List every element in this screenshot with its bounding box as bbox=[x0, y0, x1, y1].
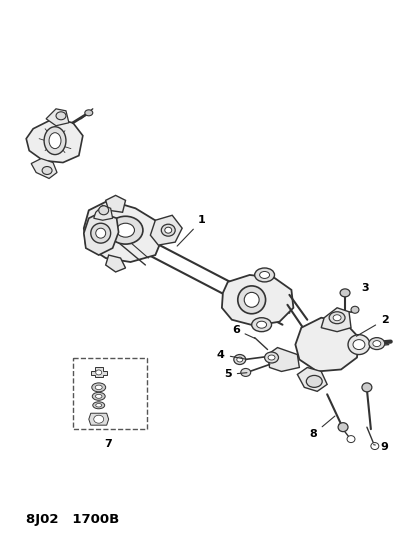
Ellipse shape bbox=[92, 383, 106, 392]
Text: 4: 4 bbox=[216, 350, 245, 360]
Text: 9: 9 bbox=[373, 442, 388, 452]
Text: 8: 8 bbox=[309, 416, 334, 439]
Text: 6: 6 bbox=[231, 325, 254, 338]
Ellipse shape bbox=[95, 385, 102, 390]
Ellipse shape bbox=[328, 312, 344, 324]
Ellipse shape bbox=[95, 394, 102, 398]
Ellipse shape bbox=[251, 318, 271, 332]
Ellipse shape bbox=[240, 368, 250, 376]
Polygon shape bbox=[150, 215, 182, 245]
Ellipse shape bbox=[339, 289, 349, 297]
Ellipse shape bbox=[306, 375, 321, 387]
Ellipse shape bbox=[49, 133, 61, 149]
Ellipse shape bbox=[267, 355, 274, 360]
Ellipse shape bbox=[372, 341, 380, 346]
Ellipse shape bbox=[264, 352, 278, 363]
Text: 3: 3 bbox=[360, 283, 368, 293]
Ellipse shape bbox=[347, 335, 369, 354]
Polygon shape bbox=[297, 367, 326, 391]
Text: 5: 5 bbox=[224, 369, 246, 379]
FancyBboxPatch shape bbox=[73, 358, 147, 429]
Text: 7: 7 bbox=[103, 439, 111, 449]
Ellipse shape bbox=[236, 357, 242, 362]
Ellipse shape bbox=[44, 127, 66, 155]
Ellipse shape bbox=[259, 271, 269, 278]
Ellipse shape bbox=[254, 268, 274, 282]
Ellipse shape bbox=[237, 286, 265, 314]
Ellipse shape bbox=[361, 383, 371, 392]
Ellipse shape bbox=[233, 354, 245, 365]
Ellipse shape bbox=[85, 110, 92, 116]
Polygon shape bbox=[294, 318, 358, 372]
Ellipse shape bbox=[244, 293, 258, 308]
Polygon shape bbox=[83, 212, 118, 255]
Ellipse shape bbox=[333, 315, 340, 321]
Ellipse shape bbox=[116, 223, 134, 237]
Polygon shape bbox=[221, 275, 293, 326]
Polygon shape bbox=[46, 109, 69, 126]
Ellipse shape bbox=[96, 228, 106, 238]
Polygon shape bbox=[83, 200, 162, 262]
Text: 1: 1 bbox=[177, 215, 205, 246]
Ellipse shape bbox=[164, 227, 171, 233]
Ellipse shape bbox=[161, 224, 175, 236]
Polygon shape bbox=[320, 308, 350, 332]
Text: 8J02   1700B: 8J02 1700B bbox=[26, 513, 119, 526]
Ellipse shape bbox=[94, 415, 103, 423]
Polygon shape bbox=[90, 367, 106, 377]
Ellipse shape bbox=[256, 321, 266, 328]
Ellipse shape bbox=[96, 370, 101, 375]
Ellipse shape bbox=[346, 435, 354, 442]
Ellipse shape bbox=[92, 392, 105, 400]
Ellipse shape bbox=[350, 306, 358, 313]
Polygon shape bbox=[31, 158, 57, 179]
Polygon shape bbox=[267, 348, 299, 372]
Ellipse shape bbox=[337, 423, 347, 432]
Ellipse shape bbox=[370, 442, 378, 449]
Ellipse shape bbox=[99, 206, 108, 215]
Ellipse shape bbox=[96, 403, 101, 407]
Ellipse shape bbox=[92, 402, 104, 409]
Ellipse shape bbox=[42, 166, 52, 174]
Ellipse shape bbox=[108, 216, 143, 244]
Polygon shape bbox=[106, 196, 125, 212]
Text: 2: 2 bbox=[355, 314, 388, 336]
Ellipse shape bbox=[56, 112, 66, 120]
Ellipse shape bbox=[368, 337, 384, 350]
Polygon shape bbox=[89, 413, 108, 425]
Ellipse shape bbox=[352, 340, 364, 350]
Polygon shape bbox=[106, 255, 125, 272]
Polygon shape bbox=[26, 119, 83, 163]
Ellipse shape bbox=[90, 223, 110, 243]
Polygon shape bbox=[94, 205, 112, 220]
